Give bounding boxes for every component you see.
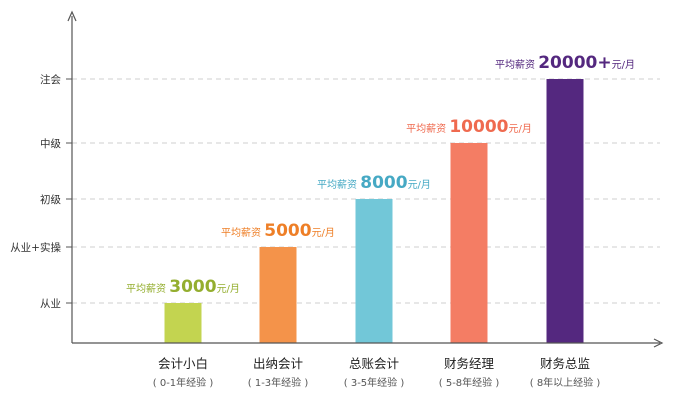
salary-value: 20000+ (538, 53, 611, 73)
salary-unit: 元/月 (312, 227, 335, 239)
bar-2 (259, 247, 297, 343)
y-level-label: 初级 (40, 193, 61, 206)
x-axis-arrow-icon (653, 338, 664, 348)
category-label: 财务经理 (444, 356, 495, 371)
salary-unit: 元/月 (217, 283, 240, 295)
category-label: 总账会计 (349, 356, 399, 371)
y-level-label: 从业+实操 (10, 241, 61, 254)
experience-label: ( 8年以上经验 ) (530, 376, 601, 389)
experience-label: ( 5-8年经验 ) (439, 376, 500, 389)
experience-label: ( 3-5年经验 ) (344, 376, 405, 389)
salary-prefix: 平均薪资 (317, 179, 360, 191)
y-axis-labels: 从业 从业+实操 初级 中级 注会 (10, 73, 61, 310)
salary-unit: 元/月 (508, 123, 531, 135)
salary-value: 10000 (449, 117, 508, 137)
salary-label: 平均薪资 10000元/月 (406, 117, 532, 137)
category-labels: 会计小白 ( 0-1年经验 ) 出纳会计 ( 1-3年经验 ) 总账会计 ( 3-5年经验… (153, 356, 601, 389)
bar-3 (355, 199, 393, 343)
experience-label: ( 0-1年经验 ) (153, 376, 214, 389)
y-level-label: 中级 (40, 137, 61, 150)
salary-prefix: 平均薪资 (495, 59, 538, 71)
salary-label: 平均薪资 20000+元/月 (495, 53, 635, 73)
bar-1 (164, 303, 202, 343)
salary-label: 平均薪资 8000元/月 (317, 173, 431, 193)
bar-5 (546, 79, 584, 343)
category-label: 出纳会计 (253, 356, 303, 371)
axes (66, 10, 664, 348)
salary-label: 平均薪资 3000元/月 (126, 277, 240, 297)
bars (164, 79, 584, 343)
y-level-label: 从业 (40, 298, 61, 310)
category-label: 会计小白 (158, 356, 208, 371)
salary-value: 3000 (169, 277, 216, 297)
y-axis-arrow-icon (67, 10, 77, 22)
y-level-label: 注会 (40, 73, 61, 86)
salary-label: 平均薪资 5000元/月 (221, 221, 335, 241)
salary-unit: 元/月 (612, 59, 635, 71)
salary-prefix: 平均薪资 (126, 283, 169, 295)
salary-prefix: 平均薪资 (221, 227, 264, 239)
category-label: 财务总监 (540, 356, 590, 371)
experience-label: ( 1-3年经验 ) (248, 376, 309, 389)
salary-unit: 元/月 (408, 179, 431, 191)
salary-prefix: 平均薪资 (406, 123, 449, 135)
bar-4 (450, 143, 488, 343)
salary-value: 5000 (264, 221, 311, 241)
salary-value: 8000 (360, 173, 407, 193)
